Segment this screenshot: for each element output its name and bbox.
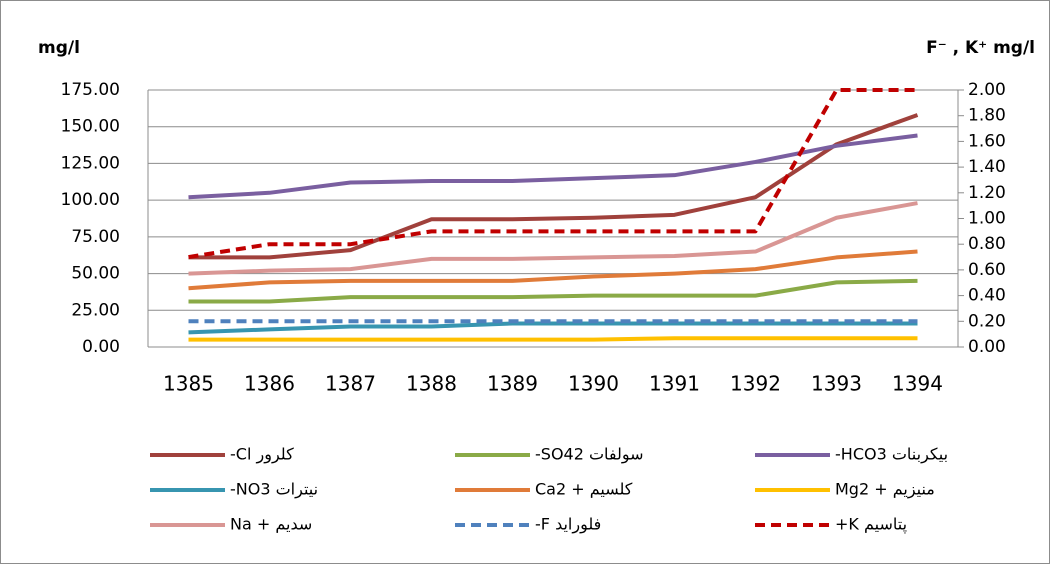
y2-tick-label: 0.80 bbox=[968, 234, 1006, 254]
y2-tick-label: 0.40 bbox=[968, 286, 1006, 306]
legend-label: کلرور Cl- bbox=[230, 445, 294, 465]
y-tick-label: 50.00 bbox=[71, 264, 120, 284]
x-tick-label: 1390 bbox=[568, 372, 619, 396]
y2-tick-label: 0.20 bbox=[968, 311, 1006, 331]
series-line bbox=[188, 321, 918, 335]
y2-tick-label: 1.80 bbox=[968, 106, 1006, 126]
y-tick-label: 100.00 bbox=[61, 190, 120, 210]
y2-tick-label: 0.00 bbox=[968, 337, 1006, 357]
series-line bbox=[188, 133, 918, 200]
series-line bbox=[188, 249, 918, 291]
y2-tick-label: 1.00 bbox=[968, 209, 1006, 229]
y2-tick-label: 0.60 bbox=[968, 260, 1006, 280]
legend-label: نیترات NO3- bbox=[230, 480, 318, 500]
x-tick-label: 1394 bbox=[892, 372, 943, 396]
y-tick-label: 125.00 bbox=[61, 153, 120, 173]
y-axis-label: mg/l bbox=[38, 38, 80, 58]
legend-label: سولفات SO42- bbox=[535, 445, 644, 465]
series-line bbox=[188, 336, 918, 342]
y2-axis-label: F⁻ , K⁺ mg/l bbox=[926, 38, 1035, 58]
legend-label: فلوراید F- bbox=[535, 515, 601, 535]
legend-label: سدیم + Na bbox=[230, 515, 312, 534]
legend-label: کلسیم + Ca2 bbox=[535, 480, 633, 499]
y-tick-label: 150.00 bbox=[61, 117, 120, 137]
x-tick-label: 1385 bbox=[163, 372, 214, 396]
legend-label: منیزیم + Mg2 bbox=[835, 480, 935, 500]
x-tick-label: 1387 bbox=[325, 372, 376, 396]
y-tick-label: 0.00 bbox=[82, 337, 120, 357]
y2-tick-label: 1.60 bbox=[968, 131, 1006, 151]
x-tick-label: 1391 bbox=[649, 372, 700, 396]
series-line bbox=[188, 113, 919, 260]
series-line bbox=[188, 201, 918, 276]
y2-tick-label: 1.40 bbox=[968, 157, 1006, 177]
x-tick-label: 1393 bbox=[811, 372, 862, 396]
y-tick-label: 175.00 bbox=[61, 80, 120, 100]
x-tick-label: 1388 bbox=[406, 372, 457, 396]
y2-tick-label: 2.00 bbox=[968, 80, 1006, 100]
legend-label: پتاسیم K+ bbox=[835, 515, 907, 535]
y-tick-label: 25.00 bbox=[71, 300, 120, 320]
legend-label: بیکربنات HCO3- bbox=[835, 445, 948, 465]
series-line bbox=[188, 278, 918, 304]
x-tick-label: 1392 bbox=[730, 372, 781, 396]
y2-tick-label: 1.20 bbox=[968, 183, 1006, 203]
x-tick-label: 1386 bbox=[244, 372, 295, 396]
x-tick-label: 1389 bbox=[487, 372, 538, 396]
y-tick-label: 75.00 bbox=[71, 227, 120, 247]
